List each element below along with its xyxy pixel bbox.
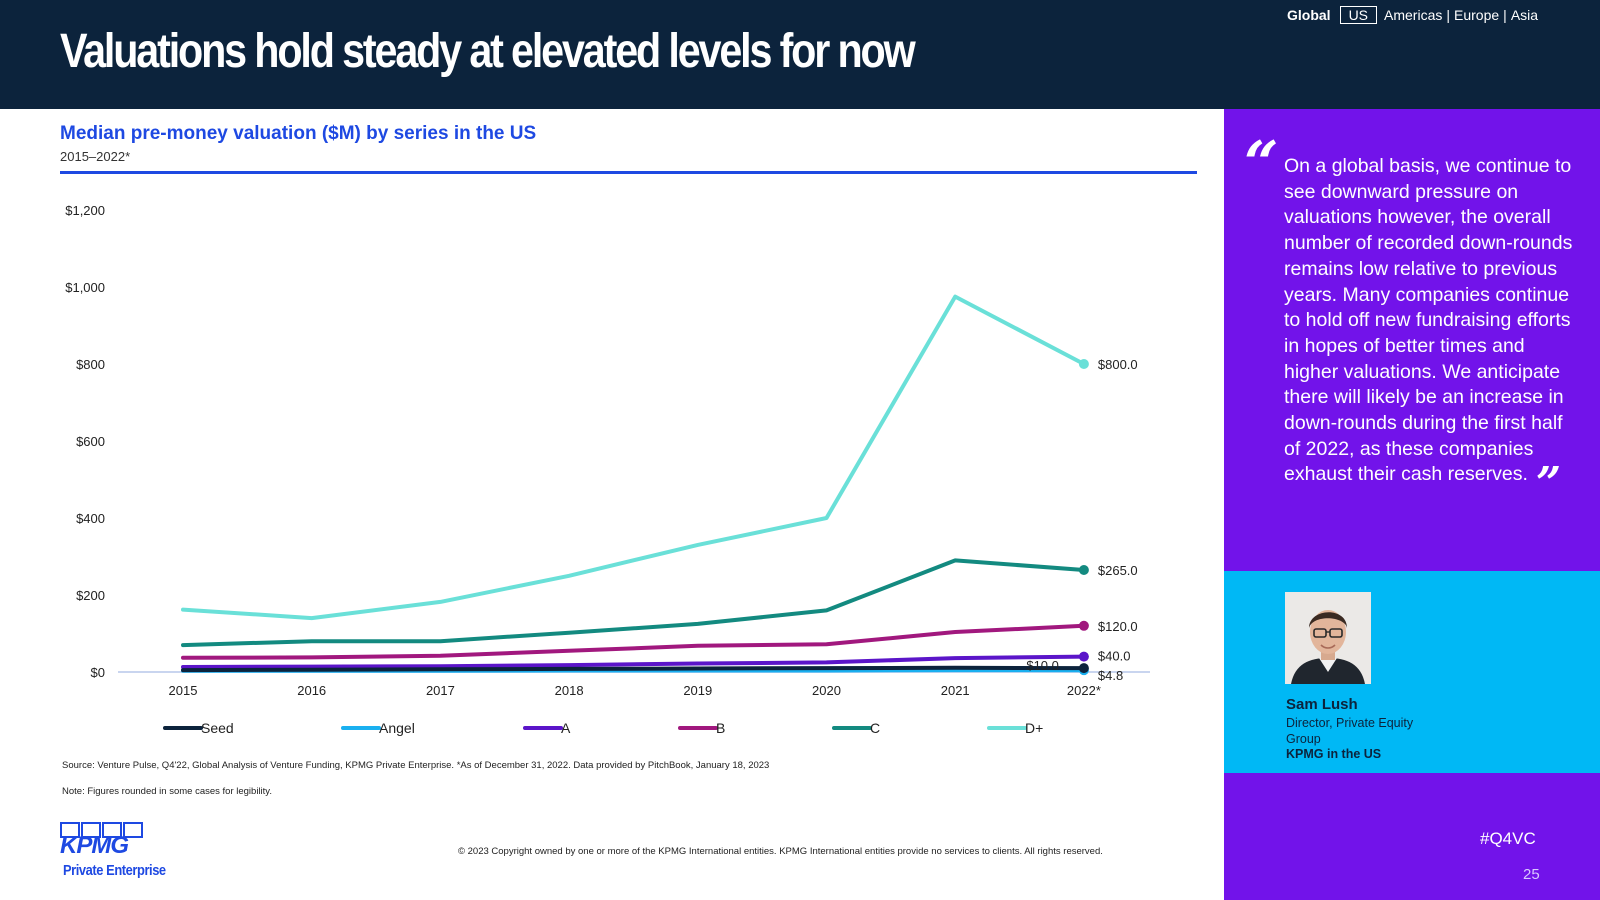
data-label: $800.0 (1098, 357, 1138, 372)
series-end-marker (1078, 620, 1089, 631)
valuation-line-chart: $0 $200 $400 $600 $800 $1,000 $1,200 2015 2016 20… (65, 203, 1150, 736)
quote-text: On a global basis, we continue to see do… (1284, 155, 1573, 486)
legend-label: C (870, 720, 880, 736)
header-bar (0, 0, 1600, 109)
x-tick-label: 2015 (169, 683, 198, 698)
chart-subtitle: 2015–2022* (60, 149, 131, 164)
person-name: Sam Lush (1286, 696, 1358, 713)
person-org: KPMG in the US (1286, 747, 1382, 761)
page-title: Valuations hold steady at elevated level… (60, 25, 916, 78)
logo-subtitle: Private Enterprise (63, 862, 166, 879)
y-tick-label: $600 (76, 434, 105, 449)
x-tick-label: 2016 (297, 683, 326, 698)
x-tick-label: 2020 (812, 683, 841, 698)
data-label: $265.0 (1098, 563, 1138, 578)
series-end-marker (1078, 651, 1089, 662)
nav-us[interactable]: US (1339, 6, 1378, 24)
legend-label: Seed (201, 720, 234, 736)
nav-asia[interactable]: Asia (1510, 7, 1539, 23)
y-tick-label: $400 (76, 511, 105, 526)
y-tick-label: $1,000 (65, 280, 105, 295)
nav-separator: | (1446, 7, 1451, 23)
region-nav: Global US Americas | Europe | Asia (1284, 6, 1541, 24)
quote-block: On a global basis, we continue to see do… (1284, 155, 1573, 510)
nav-separator: | (1503, 7, 1507, 23)
data-label: $4.8 (1098, 668, 1123, 683)
legend-label: D+ (1025, 720, 1043, 736)
copyright: © 2023 Copyright owned by one or more of… (458, 846, 1103, 857)
title-rule (60, 171, 1197, 174)
series-end-marker (1078, 564, 1089, 575)
logo-wordmark: KPMG (60, 832, 129, 859)
avatar (1285, 592, 1371, 684)
data-label: $120.0 (1098, 619, 1138, 634)
person-role: Director, Private Equity Group (1286, 716, 1414, 746)
rounding-note: Note: Figures rounded in some cases for … (62, 786, 272, 797)
nav-global[interactable]: Global (1287, 7, 1331, 23)
y-tick-label: $800 (76, 357, 105, 372)
y-tick-label: $1,200 (65, 203, 105, 218)
chart-title: Median pre-money valuation ($M) by serie… (60, 123, 537, 144)
legend-label: A (561, 720, 571, 736)
legend-label: Angel (379, 720, 415, 736)
series-line-b (181, 623, 1086, 660)
x-tick-label: 2018 (555, 683, 584, 698)
open-quote-icon: “ (1244, 129, 1279, 199)
nav-europe[interactable]: Europe (1454, 7, 1500, 23)
data-label: $10.0 (1026, 658, 1059, 673)
series-line-seed (181, 665, 1086, 673)
x-tick-label: 2021 (941, 683, 970, 698)
series-line-a (181, 654, 1086, 669)
page-number: 25 (1523, 866, 1540, 883)
series-end-marker (1078, 663, 1089, 674)
source-note: Source: Venture Pulse, Q4'22, Global Ana… (62, 760, 770, 771)
hashtag: #Q4VC (1480, 829, 1536, 848)
y-tick-label: $0 (91, 665, 105, 680)
kpmg-logo: KPMG Private Enterprise (60, 822, 170, 882)
y-tick-label: $200 (76, 588, 105, 603)
legend-label: B (716, 720, 725, 736)
series-end-marker (1078, 359, 1089, 369)
series-line-c (181, 558, 1086, 648)
x-tick-label: 2022* (1067, 683, 1101, 698)
x-tick-label: 2019 (683, 683, 712, 698)
series-line-d (181, 294, 1086, 621)
x-tick-label: 2017 (426, 683, 455, 698)
data-label: $40.0 (1098, 649, 1131, 664)
logo-boxes (60, 822, 170, 838)
nav-americas[interactable]: Americas (1384, 7, 1443, 23)
person-photo-icon (1285, 592, 1371, 684)
